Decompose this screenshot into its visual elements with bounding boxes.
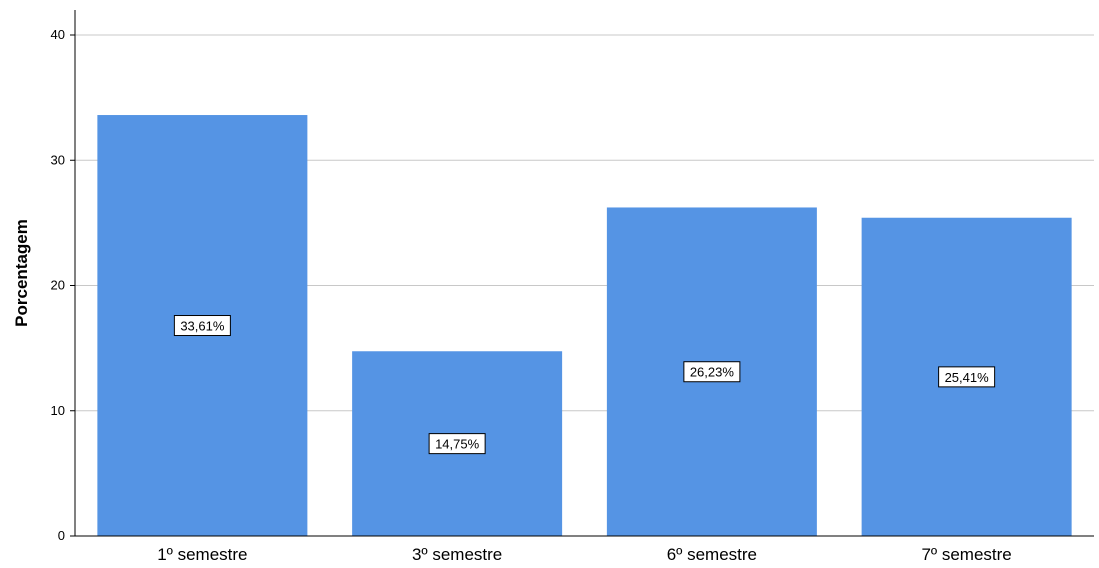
- y-axis-label: Porcentagem: [12, 219, 31, 327]
- y-tick-label: 30: [51, 152, 65, 167]
- x-category-label: 3º semestre: [412, 545, 502, 564]
- data-label: 25,41%: [938, 366, 996, 388]
- y-tick-label: 10: [51, 403, 65, 418]
- axes: [74, 10, 1094, 537]
- y-tick-label: 0: [58, 528, 65, 543]
- data-label-text: 14,75%: [435, 437, 480, 452]
- x-category-label: 1º semestre: [157, 545, 247, 564]
- y-ticks: 0 10 20 30 40: [51, 27, 75, 543]
- data-label: 14,75%: [428, 433, 486, 455]
- data-label-text: 33,61%: [180, 319, 225, 334]
- data-label-text: 26,23%: [690, 365, 735, 380]
- data-label-box: [938, 366, 996, 388]
- x-category-label: 6º semestre: [667, 545, 757, 564]
- data-label-box: [683, 361, 741, 383]
- y-tick-label: 40: [51, 27, 65, 42]
- y-tick-label: 20: [51, 278, 65, 293]
- x-category-label: 7º semestre: [921, 545, 1011, 564]
- data-labels: 33,61% 14,75% 26,23% 25,41%: [173, 315, 996, 455]
- data-label-box: [173, 315, 231, 337]
- data-label-box: [428, 433, 486, 455]
- data-label: 26,23%: [683, 361, 741, 383]
- x-category-labels: 1º semestre 3º semestre 6º semestre 7º seme…: [157, 545, 1012, 564]
- bars: [97, 115, 1072, 537]
- data-label: 33,61%: [173, 315, 231, 337]
- data-label-text: 25,41%: [945, 370, 990, 385]
